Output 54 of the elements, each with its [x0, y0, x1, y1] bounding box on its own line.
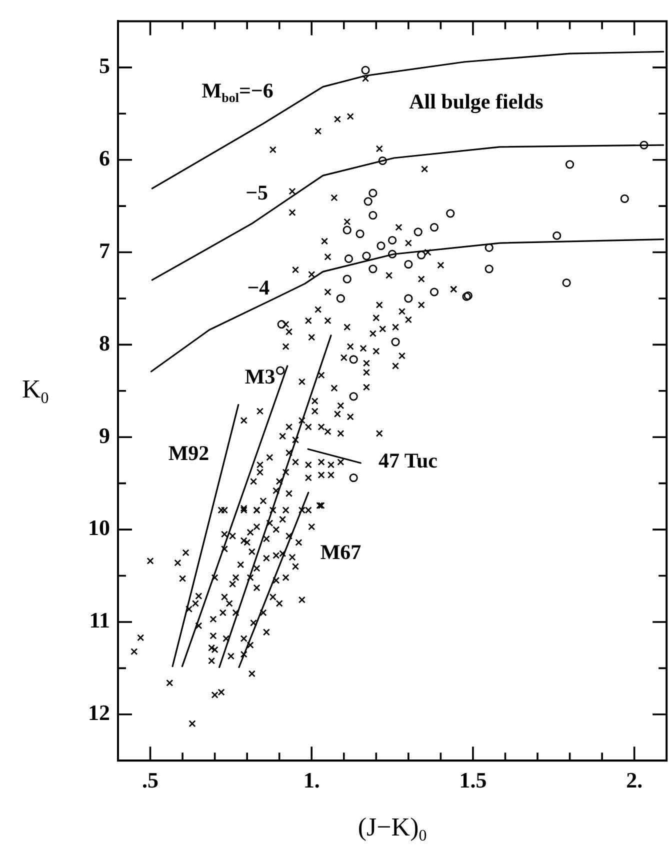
- y-tick-label: 11: [89, 608, 110, 633]
- annotation: −4: [247, 276, 270, 300]
- point: [368, 210, 378, 220]
- point: [336, 294, 345, 303]
- point: [344, 254, 354, 264]
- point: [361, 66, 370, 74]
- point: [277, 320, 286, 329]
- y-tick-label: 10: [88, 515, 110, 540]
- point: [388, 250, 397, 258]
- y-tick-label: 5: [99, 53, 110, 78]
- annotation: −5: [246, 180, 268, 205]
- x-tick-label: .5: [142, 767, 159, 792]
- y-tick-label: 12: [88, 700, 110, 726]
- x-tick-label: 1.5: [459, 767, 487, 792]
- point: [362, 252, 371, 260]
- annotation: M3: [244, 364, 276, 388]
- point: [430, 288, 439, 296]
- point: [276, 366, 285, 375]
- point: [640, 140, 648, 150]
- y-tick-label: 8: [99, 330, 110, 356]
- point: [414, 228, 422, 236]
- point: [446, 209, 455, 218]
- point: [417, 250, 426, 260]
- point: [342, 274, 352, 284]
- y-tick-label: 9: [99, 422, 110, 448]
- point: [430, 223, 439, 232]
- annotation: M67: [320, 540, 362, 564]
- point: [368, 188, 378, 198]
- point: [391, 338, 400, 346]
- point: [388, 236, 397, 245]
- point: [404, 294, 413, 303]
- point: [356, 229, 364, 238]
- point: [349, 392, 358, 401]
- annotation: All bulge fields: [409, 90, 544, 114]
- point: [552, 231, 562, 240]
- point: [404, 260, 413, 269]
- point: [349, 355, 358, 364]
- annotation: 47 Tuc: [378, 448, 438, 472]
- x-tick-label: 2.: [626, 767, 643, 792]
- point: [562, 278, 571, 288]
- point: [484, 243, 494, 252]
- point: [620, 194, 629, 203]
- point: [368, 264, 378, 274]
- x-tick-label: 1.: [303, 767, 320, 792]
- point: [565, 160, 574, 169]
- annotation: M92: [168, 440, 210, 465]
- point: [378, 156, 387, 166]
- point: [342, 226, 352, 234]
- point: [376, 241, 386, 250]
- point: [484, 264, 494, 274]
- y-tick-label: 7: [99, 238, 110, 263]
- point: [349, 473, 358, 482]
- point: [364, 197, 372, 206]
- y-tick-label: 6: [99, 146, 110, 171]
